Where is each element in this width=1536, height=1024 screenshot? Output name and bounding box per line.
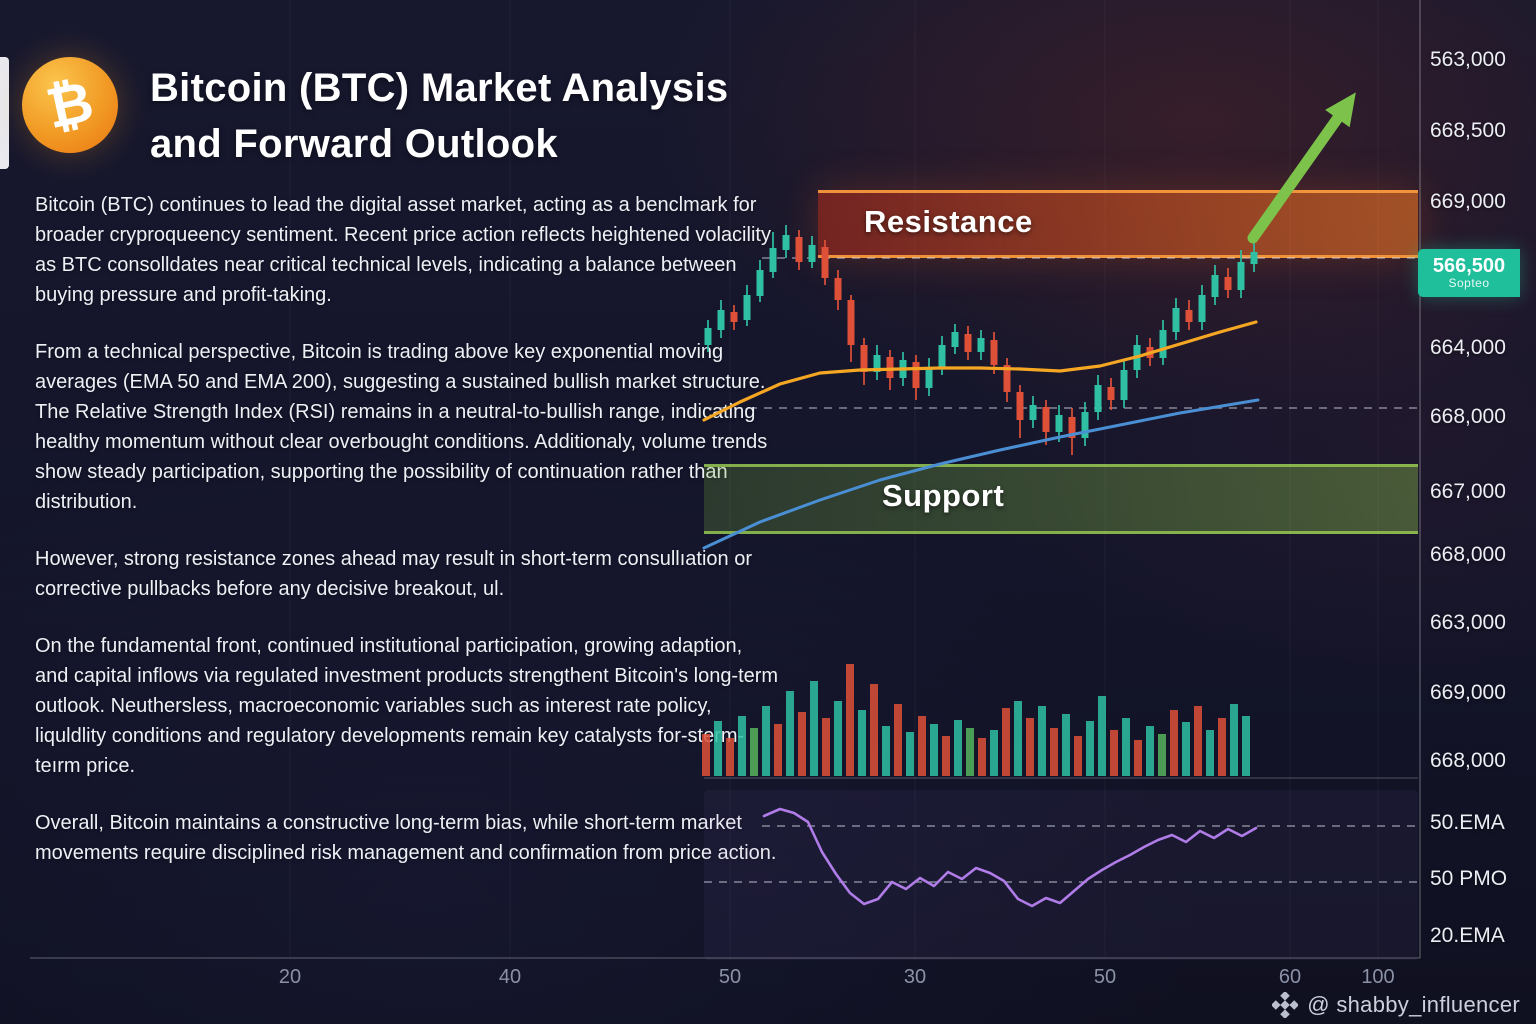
x-axis-tick: 60 xyxy=(1278,966,1302,988)
y-axis-label: 669,000 xyxy=(1430,190,1506,213)
bitcoin-logo-icon: ₿ xyxy=(22,57,118,153)
y-axis-label: 669,000 xyxy=(1430,681,1506,704)
support-zone-label: Support xyxy=(882,478,1005,513)
y-axis-label: 50.EMA xyxy=(1430,811,1505,834)
x-axis-tick: 40 xyxy=(498,966,522,988)
bitcoin-symbol: ₿ xyxy=(41,68,99,141)
y-axis-label: 20.EMA xyxy=(1430,924,1505,947)
current-price-subtext: Sopteo xyxy=(1448,276,1490,290)
x-axis-tick: 30 xyxy=(903,966,927,988)
x-axis-tick: 20 xyxy=(278,966,302,988)
binance-diamond-icon xyxy=(1272,992,1299,1018)
page-title-line1: Bitcoin (BTC) Market Analysis xyxy=(150,66,729,110)
y-axis-label: 563,000 xyxy=(1430,48,1506,71)
paragraph-fundamentals: On the fundamental front, continued inst… xyxy=(35,635,779,777)
page-title: Bitcoin (BTC) Market Analysis and Forwar… xyxy=(150,60,728,172)
paragraph-resistance-warning: However, strong resistance zones ahead m… xyxy=(35,548,753,600)
x-axis-tick: 50 xyxy=(718,966,742,988)
resistance-zone-label: Resistance xyxy=(864,204,1033,239)
support-zone-band xyxy=(704,464,1418,534)
watermark: @ shabby_influencer xyxy=(1272,992,1520,1018)
paragraph-market-overview: Bitcoin (BTC) continues to lead the digi… xyxy=(35,194,771,306)
rsi-indicator-panel xyxy=(704,790,1418,960)
paragraph-technical-perspective: From a technical perspective, Bitcoin is… xyxy=(35,341,768,513)
y-axis-label: 663,000 xyxy=(1430,611,1506,634)
analysis-text-block: Bitcoin (BTC) continues to lead the digi… xyxy=(35,190,779,895)
paragraph-conclusion: Overall, Bitcoin maintains a constructiv… xyxy=(35,812,777,864)
y-axis-label: 668,000 xyxy=(1430,405,1506,428)
y-axis-label: 664,000 xyxy=(1430,336,1506,359)
x-axis-tick: 100 xyxy=(1361,966,1395,988)
x-axis-tick: 50 xyxy=(1093,966,1117,988)
y-axis-label: 668,000 xyxy=(1430,543,1506,566)
current-price-tag: 566,500 Sopteo xyxy=(1418,249,1520,297)
watermark-handle: @ shabby_influencer xyxy=(1307,992,1520,1017)
y-axis-label: 668,500 xyxy=(1430,119,1506,142)
y-axis-label: 668,000 xyxy=(1430,749,1506,772)
page-title-line2: and Forward Outlook xyxy=(150,122,558,166)
y-axis-label: 667,000 xyxy=(1430,480,1506,503)
y-axis-label: 50 PMO xyxy=(1430,867,1508,890)
left-edge-strip xyxy=(0,57,9,169)
current-price-value: 566,500 xyxy=(1432,255,1506,277)
